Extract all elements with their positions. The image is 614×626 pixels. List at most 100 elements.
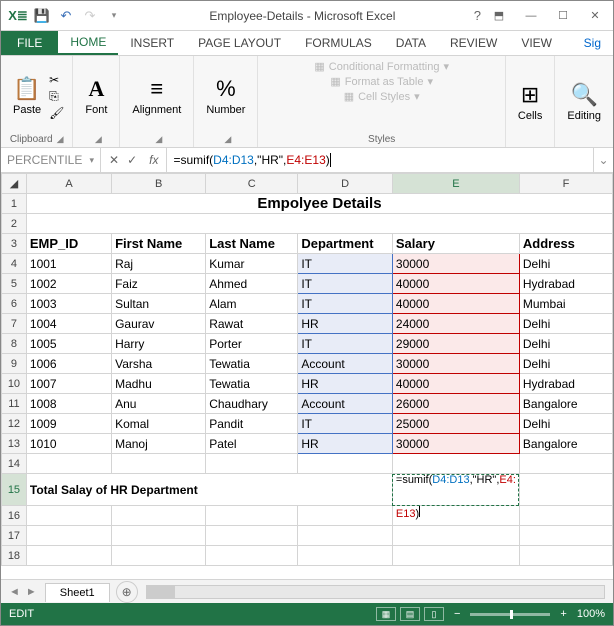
format-as-table-button[interactable]: ▦Format as Table ▾: [330, 75, 433, 88]
row-header[interactable]: 5: [2, 274, 27, 294]
col-header-f[interactable]: F: [519, 174, 612, 194]
editing-button[interactable]: 🔍Editing: [563, 80, 605, 124]
view-page-break-icon[interactable]: ▯: [424, 607, 444, 621]
horizontal-scrollbar[interactable]: [146, 585, 605, 599]
cell-address[interactable]: Delhi: [519, 334, 612, 354]
cell[interactable]: [519, 474, 612, 506]
help-icon[interactable]: ?: [474, 8, 481, 23]
enter-icon[interactable]: ✓: [127, 153, 137, 167]
alignment-button[interactable]: ≡Alignment: [128, 74, 185, 118]
qat-dropdown-icon[interactable]: ▾: [103, 5, 125, 27]
cell-address[interactable]: Delhi: [519, 354, 612, 374]
tab-view[interactable]: VIEW: [509, 31, 564, 55]
cell-firstname[interactable]: Komal: [112, 414, 206, 434]
cell-empid[interactable]: 1006: [26, 354, 111, 374]
name-box[interactable]: PERCENTILE▾: [1, 148, 101, 172]
cell-firstname[interactable]: Sultan: [112, 294, 206, 314]
cell-address[interactable]: Delhi: [519, 254, 612, 274]
redo-icon[interactable]: ↷: [79, 5, 101, 27]
overflow-cell[interactable]: E13): [392, 506, 519, 526]
tab-formulas[interactable]: FORMULAS: [293, 31, 384, 55]
cell[interactable]: [26, 526, 111, 546]
cell[interactable]: [392, 526, 519, 546]
cell-empid[interactable]: 1010: [26, 434, 111, 454]
cell[interactable]: [206, 506, 298, 526]
cell-department[interactable]: HR: [298, 374, 393, 394]
row-header[interactable]: 9: [2, 354, 27, 374]
row-header[interactable]: 16: [2, 506, 27, 526]
header-department[interactable]: Department: [298, 234, 393, 254]
copy-icon[interactable]: ⎘: [49, 89, 64, 104]
cut-icon[interactable]: ✂: [49, 73, 64, 87]
cell-department[interactable]: IT: [298, 414, 393, 434]
cell-salary[interactable]: 30000: [392, 354, 519, 374]
tab-page-layout[interactable]: PAGE LAYOUT: [186, 31, 293, 55]
row-header[interactable]: 17: [2, 526, 27, 546]
zoom-out-icon[interactable]: −: [454, 608, 460, 620]
row-header[interactable]: 4: [2, 254, 27, 274]
cell[interactable]: [26, 546, 111, 566]
worksheet-grid[interactable]: ◢ A B C D E F 1Empolyee Details 2 3 EMP_…: [1, 173, 613, 566]
cell-empid[interactable]: 1009: [26, 414, 111, 434]
paste-button[interactable]: 📋 Paste: [9, 74, 45, 118]
cell-address[interactable]: Delhi: [519, 314, 612, 334]
cell[interactable]: [206, 526, 298, 546]
row-header[interactable]: 14: [2, 454, 27, 474]
cell-department[interactable]: Account: [298, 394, 393, 414]
cell-salary[interactable]: 30000: [392, 254, 519, 274]
cell-department[interactable]: IT: [298, 254, 393, 274]
cell-address[interactable]: Hydrabad: [519, 274, 612, 294]
cell-department[interactable]: IT: [298, 274, 393, 294]
header-firstname[interactable]: First Name: [112, 234, 206, 254]
cell[interactable]: [519, 546, 612, 566]
cell-lastname[interactable]: Pandit: [206, 414, 298, 434]
col-header-a[interactable]: A: [26, 174, 111, 194]
row-header[interactable]: 18: [2, 546, 27, 566]
format-painter-icon[interactable]: 🖌: [49, 106, 64, 120]
tab-home[interactable]: HOME: [58, 31, 118, 55]
row-header[interactable]: 6: [2, 294, 27, 314]
row-header[interactable]: 1: [2, 194, 27, 214]
cells-button[interactable]: ⊞Cells: [514, 80, 546, 124]
cell[interactable]: [298, 506, 393, 526]
excel-icon[interactable]: X≣: [7, 5, 29, 27]
tab-data[interactable]: DATA: [384, 31, 438, 55]
tab-insert[interactable]: INSERT: [118, 31, 186, 55]
cell-address[interactable]: Bangalore: [519, 394, 612, 414]
header-empid[interactable]: EMP_ID: [26, 234, 111, 254]
cell-salary[interactable]: 29000: [392, 334, 519, 354]
zoom-in-icon[interactable]: +: [560, 608, 566, 620]
close-icon[interactable]: ✕: [581, 6, 609, 26]
view-page-layout-icon[interactable]: ▤: [400, 607, 420, 621]
cancel-icon[interactable]: ✕: [109, 153, 119, 167]
cell[interactable]: [519, 506, 612, 526]
cell[interactable]: [26, 506, 111, 526]
cell-salary[interactable]: 40000: [392, 294, 519, 314]
cell-department[interactable]: Account: [298, 354, 393, 374]
cell[interactable]: [392, 546, 519, 566]
cell-salary[interactable]: 25000: [392, 414, 519, 434]
zoom-slider[interactable]: [470, 613, 550, 616]
namebox-dropdown-icon[interactable]: ▾: [89, 155, 94, 166]
cell-styles-button[interactable]: ▦Cell Styles ▾: [344, 90, 420, 103]
cell[interactable]: [206, 454, 298, 474]
cell[interactable]: [26, 214, 612, 234]
cell-lastname[interactable]: Chaudhary: [206, 394, 298, 414]
cell-lastname[interactable]: Rawat: [206, 314, 298, 334]
col-header-c[interactable]: C: [206, 174, 298, 194]
row-header[interactable]: 10: [2, 374, 27, 394]
cell-empid[interactable]: 1004: [26, 314, 111, 334]
ribbon-display-icon[interactable]: ⬒: [485, 6, 513, 26]
new-sheet-button[interactable]: ⊕: [116, 581, 138, 603]
cell[interactable]: [112, 454, 206, 474]
col-header-e[interactable]: E: [392, 174, 519, 194]
cell-salary[interactable]: 40000: [392, 274, 519, 294]
cell-empid[interactable]: 1003: [26, 294, 111, 314]
cell-address[interactable]: Hydrabad: [519, 374, 612, 394]
cell-salary[interactable]: 26000: [392, 394, 519, 414]
tab-file[interactable]: FILE: [1, 31, 58, 55]
cell-salary[interactable]: 40000: [392, 374, 519, 394]
active-cell-e15[interactable]: =sumif(D4:D13,"HR",E4:: [392, 474, 519, 506]
clipboard-launcher-icon[interactable]: ◢: [57, 134, 64, 144]
cell-firstname[interactable]: Raj: [112, 254, 206, 274]
